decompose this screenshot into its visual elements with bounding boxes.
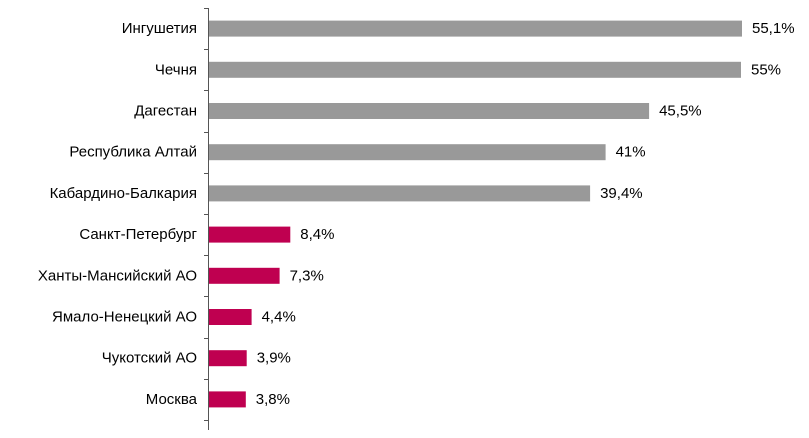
category-label: Чечня xyxy=(155,61,197,78)
value-labels: 55,1% 55% 45,5% 41% 39,4% 8,4% 7,3% 4,4% 3,9% 3,8… xyxy=(256,20,795,408)
category-label: Ханты-Мансийский АО xyxy=(38,267,197,284)
value-label: 7,3% xyxy=(290,267,324,284)
value-label: 55% xyxy=(751,61,781,78)
bars xyxy=(209,20,742,408)
bar-9 xyxy=(209,350,247,367)
value-label: 41% xyxy=(616,144,646,161)
category-labels: Ингушетия Чечня Дагестан Республика Алтай Ка… xyxy=(38,20,198,408)
category-label: Москва xyxy=(146,391,198,408)
bar-8 xyxy=(209,309,252,325)
category-label: Санкт-Петербург xyxy=(79,226,197,243)
value-label: 4,4% xyxy=(262,309,296,326)
category-label: Дагестан xyxy=(134,103,197,120)
category-label: Ямало-Ненецкий АО xyxy=(52,309,197,326)
bar-4 xyxy=(209,144,606,161)
bar-1 xyxy=(209,20,742,37)
category-label: Республика Алтай xyxy=(69,144,197,161)
bar-10 xyxy=(209,391,246,408)
value-label: 39,4% xyxy=(600,185,643,202)
bar-5 xyxy=(209,185,591,202)
category-label: Чукотский АО xyxy=(102,350,197,367)
category-label: Кабардино-Балкария xyxy=(50,185,197,202)
bar-3 xyxy=(209,103,650,119)
bar-6 xyxy=(209,226,291,243)
bar-7 xyxy=(209,267,280,284)
value-label: 8,4% xyxy=(300,226,334,243)
bar-2 xyxy=(209,61,741,78)
value-label: 45,5% xyxy=(659,103,702,120)
value-label: 3,8% xyxy=(256,391,290,408)
value-label: 55,1% xyxy=(752,20,795,37)
axis-ticks xyxy=(204,8,209,421)
value-label: 3,9% xyxy=(257,350,291,367)
category-label: Ингушетия xyxy=(122,20,197,37)
